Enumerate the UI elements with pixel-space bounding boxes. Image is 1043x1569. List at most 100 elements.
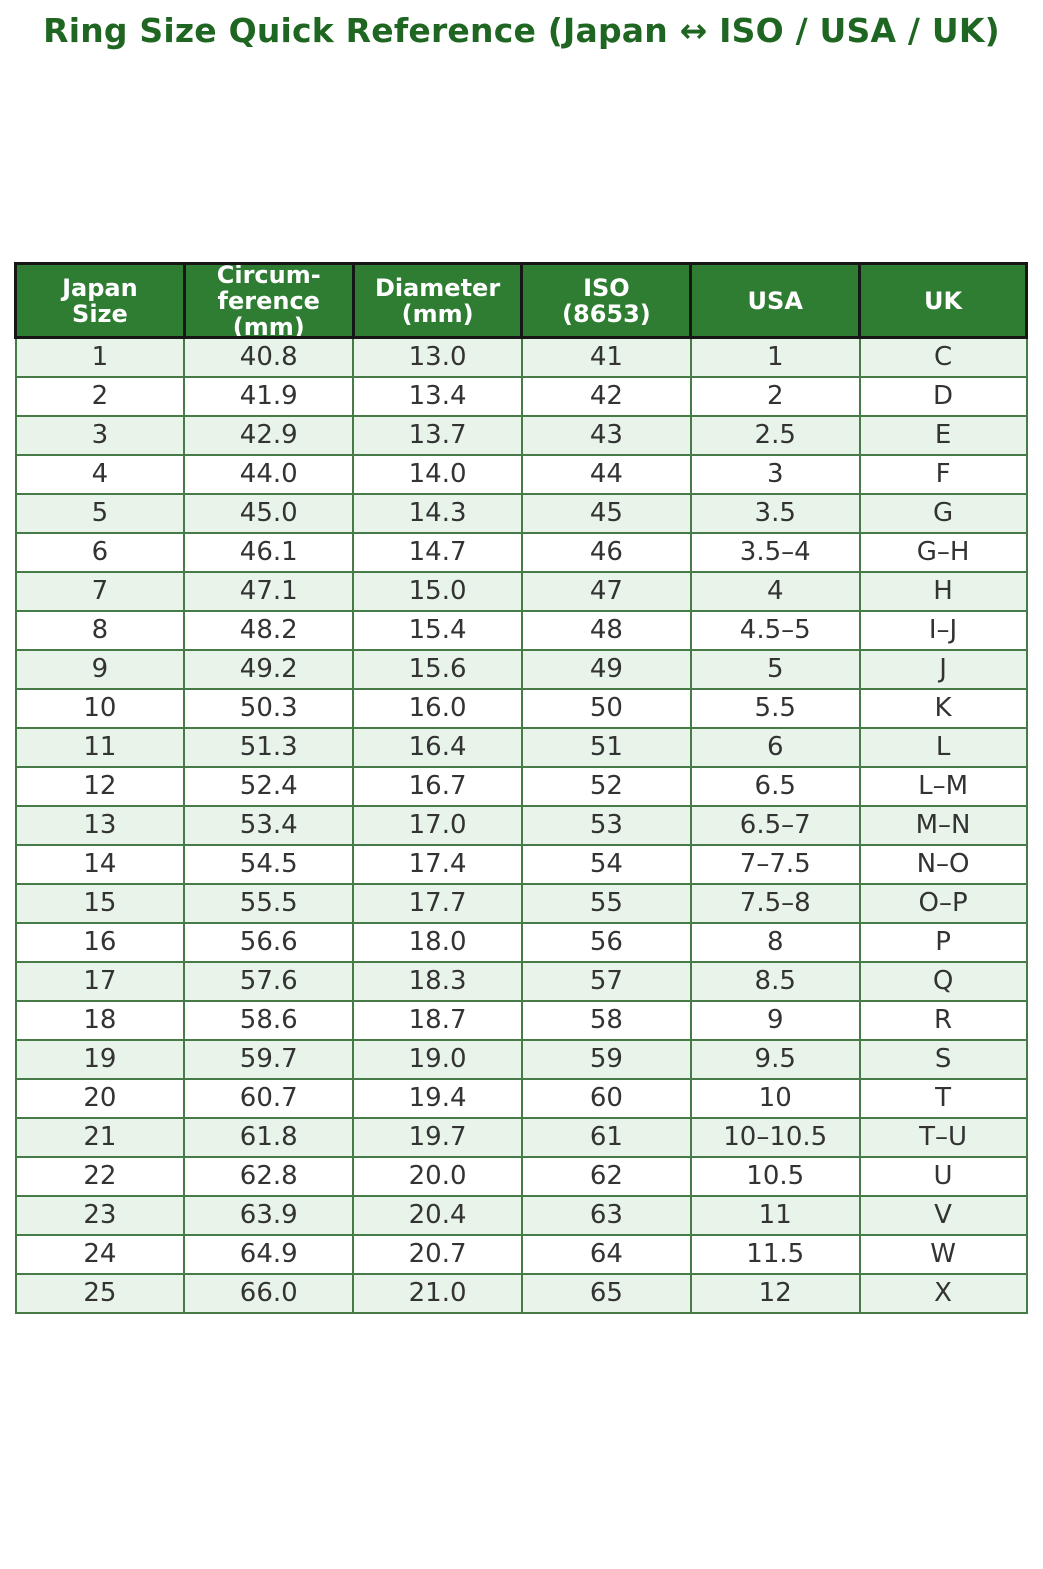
table-cell: 2.5 <box>689 414 861 456</box>
table-cell: 21 <box>14 1116 186 1158</box>
table-cell: U <box>858 1155 1028 1197</box>
table-cell: 62 <box>520 1155 692 1197</box>
table-cell: 11 <box>14 726 186 768</box>
table-cell: 53.4 <box>183 804 355 846</box>
table-cell: 19 <box>14 1038 186 1080</box>
table-cell: 3.5–4 <box>689 531 861 573</box>
table-cell: 5 <box>14 492 186 534</box>
table-cell: 58.6 <box>183 999 355 1041</box>
table-cell: M–N <box>858 804 1028 846</box>
table-cell: 11 <box>689 1194 861 1236</box>
table-cell: 55.5 <box>183 882 355 924</box>
table-cell: 18.7 <box>352 999 523 1041</box>
table-cell: 52.4 <box>183 765 355 807</box>
table-cell: 66.0 <box>183 1272 355 1314</box>
table-cell: 4 <box>689 570 861 612</box>
table-cell: 63 <box>520 1194 692 1236</box>
table-cell: 41.9 <box>183 375 355 417</box>
table-cell: 58 <box>520 999 692 1041</box>
table-cell: 10 <box>689 1077 861 1119</box>
table-cell: 13 <box>14 804 186 846</box>
table-cell: 54 <box>520 843 692 885</box>
column-header-iso-8653: ISO (8653) <box>520 262 693 339</box>
table-cell: 46.1 <box>183 531 355 573</box>
table-cell: L <box>858 726 1028 768</box>
table-cell: 4.5–5 <box>689 609 861 651</box>
table-cell: 56 <box>520 921 692 963</box>
table-cell: 64 <box>520 1233 692 1275</box>
table-cell: O–P <box>858 882 1028 924</box>
table-cell: 42 <box>520 375 692 417</box>
table-cell: 48.2 <box>183 609 355 651</box>
table-cell: 17.4 <box>352 843 523 885</box>
table-row: 10 50.3 16.0 50 5.5 K <box>14 687 1028 729</box>
table-row: 14 54.5 17.4 54 7–7.5 N–O <box>14 843 1028 885</box>
table-cell: 60.7 <box>183 1077 355 1119</box>
table-cell: 52 <box>520 765 692 807</box>
table-cell: 45.0 <box>183 492 355 534</box>
table-cell: 16 <box>14 921 186 963</box>
table-cell: 19.4 <box>352 1077 523 1119</box>
table-header: Japan Size Circum-ference (mm) Diameter (mm) I… <box>14 262 1028 339</box>
table-cell: P <box>858 921 1028 963</box>
table-row: 22 62.8 20.0 62 10.5 U <box>14 1155 1028 1197</box>
table-cell: G <box>858 492 1028 534</box>
table-cell: 16.7 <box>352 765 523 807</box>
table-cell: 63.9 <box>183 1194 355 1236</box>
table-cell: 55 <box>520 882 692 924</box>
table-cell: 18 <box>14 999 186 1041</box>
table-cell: 43 <box>520 414 692 456</box>
table-cell: 20.0 <box>352 1155 523 1197</box>
table-cell: 17.0 <box>352 804 523 846</box>
table-cell: Q <box>858 960 1028 1002</box>
table-cell: 41 <box>520 336 692 378</box>
table-cell: 49 <box>520 648 692 690</box>
table-cell: 2 <box>14 375 186 417</box>
table-cell: 8.5 <box>689 960 861 1002</box>
column-header-circumference-mm: Circum-ference (mm) <box>182 262 355 339</box>
table-cell: J <box>858 648 1028 690</box>
table-cell: 16.0 <box>352 687 523 729</box>
table-cell: 46 <box>520 531 692 573</box>
table-cell: 1 <box>689 336 861 378</box>
table-cell: 8 <box>689 921 861 963</box>
table-row: 12 52.4 16.7 52 6.5 L–M <box>14 765 1028 807</box>
table-cell: C <box>858 336 1028 378</box>
table-cell: E <box>858 414 1028 456</box>
table-cell: 17 <box>14 960 186 1002</box>
page: Ring Size Quick Reference (Japan ↔ ISO /… <box>0 0 1043 1314</box>
table-cell: 5 <box>689 648 861 690</box>
table-cell: G–H <box>858 531 1028 573</box>
table-cell: 15.0 <box>352 570 523 612</box>
table-cell: 60 <box>520 1077 692 1119</box>
table-cell: 11.5 <box>689 1233 861 1275</box>
table-cell: 62.8 <box>183 1155 355 1197</box>
table-cell: 1 <box>14 336 186 378</box>
table-cell: 14.0 <box>352 453 523 495</box>
column-header-usa: USA <box>689 262 862 339</box>
table-row: 25 66.0 21.0 65 12 X <box>14 1272 1028 1314</box>
table-cell: 45 <box>520 492 692 534</box>
table-cell: 25 <box>14 1272 186 1314</box>
table-cell: 9.5 <box>689 1038 861 1080</box>
table-cell: 6.5 <box>689 765 861 807</box>
table-cell: 10 <box>14 687 186 729</box>
table-cell: 40.8 <box>183 336 355 378</box>
table-row: 1 40.8 13.0 41 1 C <box>14 336 1028 378</box>
table-cell: 19.7 <box>352 1116 523 1158</box>
table-row: 18 58.6 18.7 58 9 R <box>14 999 1028 1041</box>
table-cell: 54.5 <box>183 843 355 885</box>
table-cell: 51.3 <box>183 726 355 768</box>
table-row: 6 46.1 14.7 46 3.5–4 G–H <box>14 531 1028 573</box>
table-row: 23 63.9 20.4 63 11 V <box>14 1194 1028 1236</box>
table-cell: 10–10.5 <box>689 1116 861 1158</box>
table-row: 19 59.7 19.0 59 9.5 S <box>14 1038 1028 1080</box>
table-cell: 15.6 <box>352 648 523 690</box>
table-cell: 7–7.5 <box>689 843 861 885</box>
table-cell: 20.4 <box>352 1194 523 1236</box>
table-cell: 50.3 <box>183 687 355 729</box>
table-cell: 15.4 <box>352 609 523 651</box>
table-cell: 17.7 <box>352 882 523 924</box>
table-row: 5 45.0 14.3 45 3.5 G <box>14 492 1028 534</box>
table-cell: 24 <box>14 1233 186 1275</box>
